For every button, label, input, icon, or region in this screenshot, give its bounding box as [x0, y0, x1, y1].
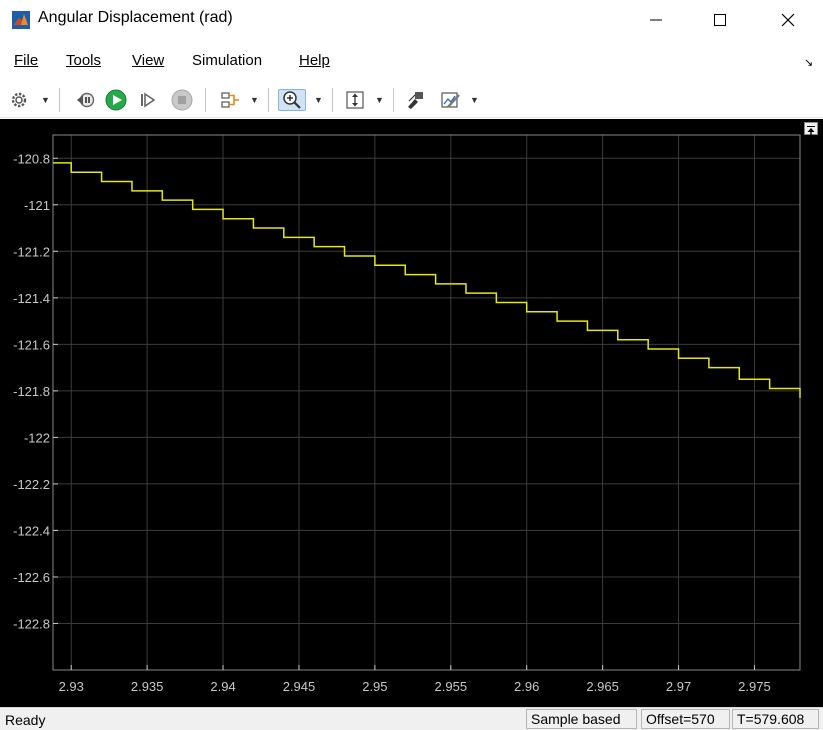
zoom-in-icon	[283, 91, 301, 109]
x-tick-label: 2.955	[435, 679, 468, 694]
y-tick-label: -121	[24, 198, 50, 213]
zoom-in-button[interactable]	[278, 89, 306, 111]
highlight-block-icon	[408, 92, 423, 109]
maximize-button[interactable]	[692, 0, 748, 40]
signal-select-button[interactable]	[218, 89, 242, 111]
menu-help[interactable]: Help	[299, 52, 330, 69]
y-tick-label: -122	[24, 430, 50, 445]
style-dropdown-icon[interactable]: ▼	[470, 95, 479, 105]
x-tick-label: 2.93	[59, 679, 84, 694]
menu-simulation[interactable]: Simulation	[192, 52, 262, 69]
highlight-block-button[interactable]	[404, 89, 428, 111]
y-axis-ticks: -120.8 -121 -121.2 -121.4 -121.6 -121.8 -122 -1…	[13, 151, 58, 631]
axes-frame	[52, 134, 801, 671]
y-tick-label: -122.6	[13, 570, 50, 585]
close-button[interactable]	[760, 0, 816, 40]
axes-box	[52, 134, 801, 671]
restore-layout-icon	[807, 126, 815, 135]
signal-select-dropdown-icon[interactable]: ▼	[250, 95, 259, 105]
menu-view[interactable]: View	[132, 52, 164, 69]
grid-lines	[53, 135, 800, 670]
toolbar: ▼ ▼	[0, 82, 823, 118]
x-tick-label: 2.935	[131, 679, 164, 694]
settings-icon	[11, 92, 27, 108]
y-tick-label: -121.4	[13, 291, 50, 306]
step-forward-icon	[141, 92, 156, 108]
menu-simulation-label: Simulation	[192, 52, 263, 69]
window-title: Angular Displacement (rad)	[38, 9, 233, 26]
title-bar: Angular Displacement (rad)	[0, 0, 823, 40]
menu-tools[interactable]: Tools	[66, 52, 101, 69]
run-button[interactable]	[104, 89, 128, 111]
signal-series	[53, 162, 801, 398]
settings-dropdown-icon[interactable]: ▼	[41, 95, 50, 105]
y-tick-label: -120.8	[13, 151, 50, 166]
run-icon	[105, 89, 127, 111]
restore-layout-button[interactable]	[804, 122, 818, 135]
step-back-button[interactable]	[74, 89, 98, 111]
autoscale-button[interactable]	[343, 89, 367, 111]
menu-file[interactable]: File	[14, 52, 38, 69]
signal-select-icon	[221, 92, 239, 108]
status-state: Ready	[5, 712, 46, 728]
toolbar-separator	[205, 88, 206, 112]
y-tick-label: -121.2	[13, 244, 50, 259]
step-forward-button[interactable]	[137, 89, 159, 111]
settings-button[interactable]	[8, 89, 30, 111]
close-icon	[781, 13, 795, 27]
x-tick-label: 2.965	[586, 679, 619, 694]
scope-display[interactable]: -120.8 -121 -121.2 -121.4 -121.6 -121.8 -122 -1…	[0, 119, 823, 707]
style-button[interactable]	[438, 89, 462, 111]
x-tick-label: 2.94	[210, 679, 235, 694]
autoscale-icon	[346, 91, 364, 109]
toolbar-separator	[59, 88, 60, 112]
maximize-icon	[714, 14, 726, 26]
y-tick-label: -121.6	[13, 337, 50, 352]
dock-arrow-icon[interactable]: ↘	[804, 57, 814, 69]
menu-view-label: View	[132, 52, 165, 69]
signal-line	[53, 162, 801, 398]
menu-help-label: Help	[299, 52, 330, 69]
stop-button[interactable]	[170, 89, 194, 111]
menu-tools-label: Tools	[66, 52, 102, 69]
status-bar: Ready Sample based Offset=570 T=579.608	[0, 707, 823, 730]
x-tick-label: 2.97	[666, 679, 691, 694]
matlab-logo-icon	[12, 11, 30, 29]
toolbar-separator	[332, 88, 333, 112]
x-tick-label: 2.975	[738, 679, 771, 694]
y-tick-label: -121.8	[13, 384, 50, 399]
menu-bar: File Tools View Simulation Help ↘	[0, 48, 823, 76]
y-tick-label: -122.4	[13, 523, 50, 538]
x-tick-label: 2.945	[283, 679, 316, 694]
step-back-icon	[77, 92, 95, 108]
y-tick-label: -122.2	[13, 477, 50, 492]
status-sample-mode: Sample based	[526, 709, 637, 729]
zoom-dropdown-icon[interactable]: ▼	[314, 95, 323, 105]
toolbar-separator	[268, 88, 269, 112]
x-tick-label: 2.96	[514, 679, 539, 694]
style-icon	[441, 92, 460, 108]
status-offset: Offset=570	[641, 709, 730, 729]
status-time: T=579.608	[732, 709, 819, 729]
minimize-button[interactable]	[628, 0, 684, 40]
menu-file-label: File	[14, 52, 39, 69]
x-tick-label: 2.95	[362, 679, 387, 694]
toolbar-separator	[393, 88, 394, 112]
minimize-icon	[650, 19, 662, 21]
y-tick-label: -122.8	[13, 616, 50, 631]
x-axis-ticks: 2.93 2.935 2.94 2.945 2.95 2.955 2.96 2.965 2.97…	[59, 665, 771, 694]
stop-icon	[171, 89, 193, 111]
autoscale-dropdown-icon[interactable]: ▼	[375, 95, 384, 105]
scope-plot[interactable]: -120.8 -121 -121.2 -121.4 -121.6 -121.8 -122 -1…	[0, 119, 823, 707]
